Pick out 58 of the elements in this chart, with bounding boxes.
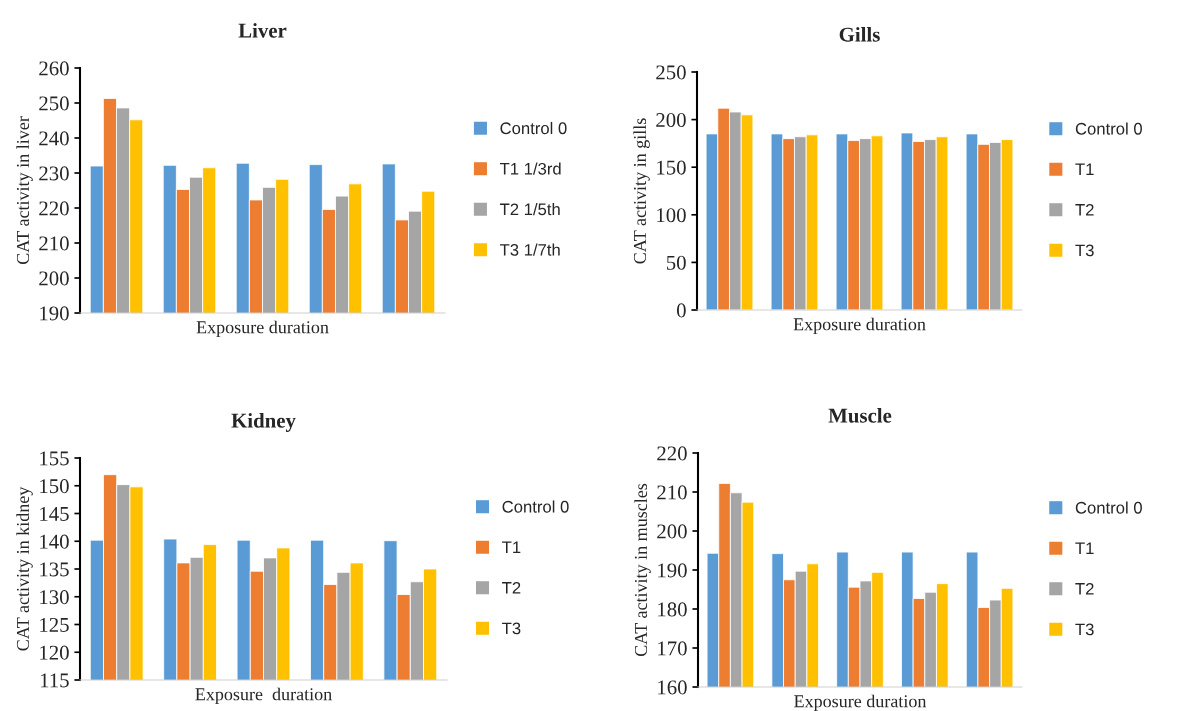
- y-tick-label: 140: [40, 534, 69, 549]
- y-tick-label: 115: [40, 673, 69, 688]
- legend-label: Control 0: [502, 500, 569, 513]
- y-tick-label: 220: [657, 446, 687, 461]
- legend-label: T1: [502, 541, 521, 554]
- legend-label: Control 0: [1075, 122, 1142, 135]
- y-tick-label: 210: [39, 236, 69, 251]
- y-tick-label: 125: [40, 617, 69, 632]
- y-tick-label: 130: [40, 590, 69, 605]
- chart-title: Liver: [238, 22, 287, 38]
- legend-label: Control 0: [500, 121, 567, 135]
- y-tick-label: 250: [39, 96, 69, 111]
- legend-label: T2: [1075, 582, 1094, 595]
- legend-label: T2: [1075, 203, 1094, 216]
- y-tick-label: 260: [39, 61, 69, 76]
- legend-label: T1 1/3rd: [499, 162, 561, 175]
- y-tick-label: 180: [658, 602, 687, 617]
- legend-label: T1: [1075, 542, 1094, 555]
- y-tick-label: 170: [658, 641, 687, 656]
- chart-title: Kidney: [231, 412, 296, 432]
- y-tick-label: 50: [666, 255, 686, 270]
- y-axis-title: CAT activity in gills: [633, 118, 650, 264]
- x-axis-title: Exposure duration: [196, 320, 329, 338]
- y-tick-label: 100: [657, 208, 686, 223]
- y-tick-label: 200: [656, 112, 686, 128]
- y-tick-label: 230: [39, 166, 69, 181]
- legend-label: Control 0: [1075, 501, 1142, 514]
- y-axis-title: CAT activity in liver: [16, 116, 33, 265]
- y-tick-label: 160: [658, 680, 687, 695]
- y-axis-title: CAT activity in kidney: [16, 486, 33, 651]
- y-tick-label: 190: [40, 306, 69, 321]
- y-tick-label: 155: [40, 451, 69, 466]
- legend-label: T3 1/7th: [499, 243, 560, 256]
- y-tick-label: 220: [39, 201, 69, 216]
- y-tick-label: 200: [39, 271, 69, 286]
- chart-title: Gills: [839, 26, 880, 42]
- legend-label: T3: [502, 622, 521, 635]
- y-tick-label: 240: [39, 131, 69, 146]
- y-tick-label: 145: [40, 506, 69, 521]
- y-tick-label: 190: [658, 563, 687, 578]
- x-axis-title: Exposure duration: [794, 694, 927, 711]
- x-axis-title: Exposure duration: [195, 687, 332, 705]
- y-tick-label: 135: [40, 562, 69, 577]
- y-tick-label: 0: [676, 303, 686, 318]
- y-tick-label: 150: [40, 479, 69, 494]
- legend-label: T3: [1075, 244, 1094, 257]
- legend-label: T3: [1075, 623, 1094, 636]
- y-axis-title: CAT activity in muscles: [634, 483, 651, 657]
- y-tick-label: 210: [657, 485, 687, 500]
- y-tick-label: 200: [657, 524, 687, 539]
- y-tick-label: 250: [656, 65, 686, 80]
- legend-label: T2 1/5th: [499, 203, 560, 216]
- y-tick-label: 120: [40, 645, 69, 660]
- chart-title: Muscle: [828, 407, 892, 423]
- y-tick-label: 150: [657, 160, 686, 175]
- legend-label: T1: [1075, 163, 1094, 176]
- legend-label: T2: [502, 581, 521, 594]
- x-axis-title: Exposure duration: [793, 317, 926, 335]
